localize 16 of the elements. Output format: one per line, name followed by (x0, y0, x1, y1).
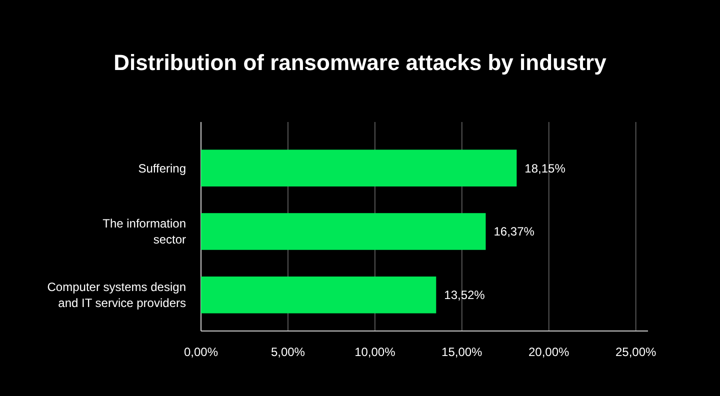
data-label: 18,15% (524, 161, 566, 176)
x-tick-label: 0,00% (184, 345, 218, 359)
y-tick-label: Suffering (138, 161, 186, 176)
data-label: 13,52% (444, 288, 486, 302)
x-tick-label: 25,00% (615, 345, 657, 359)
bar (201, 276, 436, 314)
x-tick-label: 5,00% (270, 345, 306, 359)
x-tick-label: 10,00% (354, 345, 396, 359)
x-tick-label: 20,00% (528, 345, 570, 359)
bar (201, 150, 517, 186)
x-tick-label: 15,00% (442, 345, 483, 359)
data-label: 16,37% (494, 224, 535, 239)
bar (201, 213, 486, 250)
chart-title: Distribution of ransomware attacks by industry (114, 50, 608, 75)
y-tick-label: The information sector (102, 216, 186, 247)
y-tick-label: Computer systems design and IT service providers (47, 280, 186, 310)
